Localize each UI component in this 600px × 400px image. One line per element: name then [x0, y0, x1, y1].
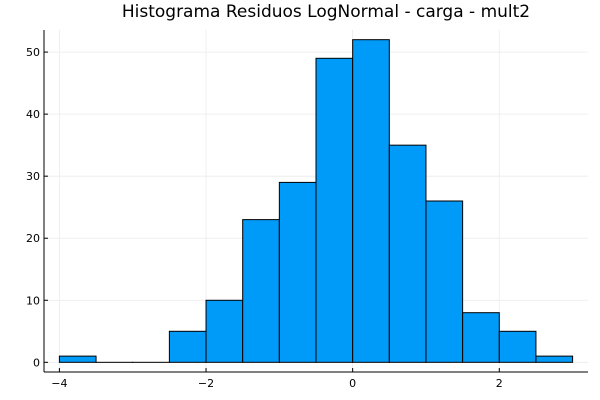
x-tick-label: 0 — [349, 377, 356, 390]
y-tick-label: 50 — [26, 46, 40, 59]
histogram-bars — [58, 39, 574, 363]
histogram-bar — [425, 200, 464, 363]
histogram-bar — [278, 181, 317, 363]
histogram-bar — [498, 330, 537, 363]
histogram-bar — [242, 219, 280, 363]
x-tick-label: −2 — [198, 377, 214, 390]
histogram-bar — [58, 355, 97, 363]
chart-title: Histograma Residuos LogNormal - carga - … — [122, 2, 530, 22]
histogram-bar — [352, 39, 390, 363]
y-tick-label: 0 — [33, 356, 40, 369]
y-tick-label: 20 — [26, 232, 40, 245]
histogram-bar — [462, 312, 500, 363]
y-tick-label: 10 — [26, 294, 40, 307]
x-tick-label: 2 — [496, 377, 503, 390]
axes — [43, 30, 588, 373]
x-tick-label: −4 — [51, 377, 67, 390]
histogram-bar — [388, 144, 427, 363]
y-tick-label: 40 — [26, 108, 40, 121]
histogram-bar — [535, 355, 574, 363]
histogram-bar — [315, 57, 354, 363]
histogram-bar — [205, 299, 244, 363]
y-tick-label: 30 — [26, 170, 40, 183]
histogram-bar — [168, 330, 207, 363]
